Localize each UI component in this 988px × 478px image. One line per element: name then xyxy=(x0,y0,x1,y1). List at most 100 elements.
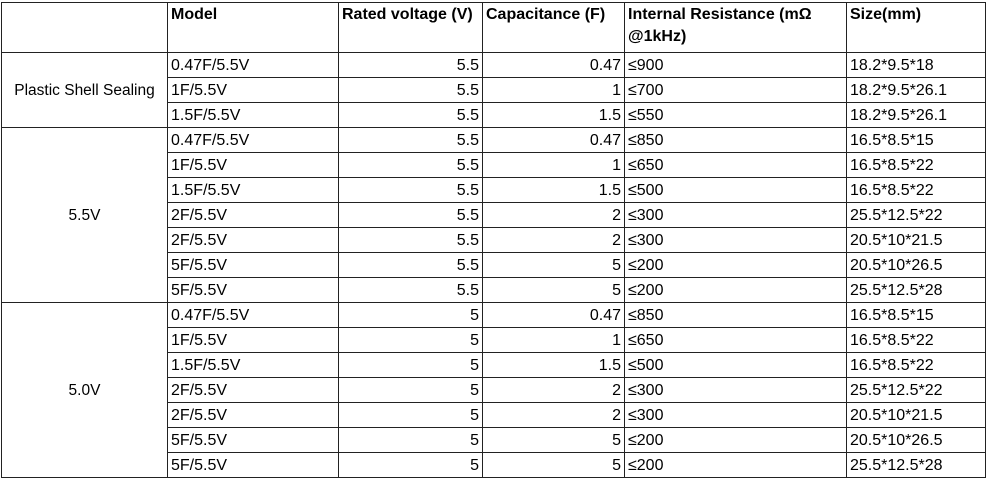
cell-voltage: 5.5 xyxy=(338,152,483,178)
cell-model: 0.47F/5.5V xyxy=(167,127,339,153)
table-row: 1F/5.5V 5.5 1 ≤650 16.5*8.5*22 xyxy=(2,152,986,178)
cell-voltage: 5.5 xyxy=(338,102,483,128)
cell-capacitance: 5 xyxy=(482,427,625,453)
cell-resistance: ≤200 xyxy=(624,452,847,478)
cell-resistance: ≤650 xyxy=(624,152,847,178)
cell-voltage: 5.5 xyxy=(338,252,483,278)
cell-resistance: ≤850 xyxy=(624,127,847,153)
cell-model: 0.47F/5.5V xyxy=(167,302,339,328)
cell-voltage: 5.5 xyxy=(338,52,483,78)
cell-resistance: ≤900 xyxy=(624,52,847,78)
cell-resistance: ≤300 xyxy=(624,402,847,428)
cell-model: 2F/5.5V xyxy=(167,202,339,228)
cell-size: 20.5*10*26.5 xyxy=(846,427,986,453)
cell-capacitance: 1 xyxy=(482,327,625,353)
cell-resistance: ≤200 xyxy=(624,277,847,303)
table-row: 5.0V 0.47F/5.5V 5 0.47 ≤850 16.5*8.5*15 xyxy=(1,302,986,478)
cell-model: 1F/5.5V xyxy=(167,327,339,353)
cell-model: 5F/5.5V xyxy=(167,252,339,278)
cell-model: 5F/5.5V xyxy=(167,427,339,453)
cell-capacitance: 1.5 xyxy=(482,177,625,203)
cell-resistance: ≤200 xyxy=(624,427,847,453)
cell-voltage: 5 xyxy=(338,452,483,478)
header-row: Model Rated voltage (V) Capacitance (F) … xyxy=(1,2,986,53)
cell-voltage: 5.5 xyxy=(338,127,483,153)
cell-capacitance: 5 xyxy=(482,252,625,278)
table-row: 1.5F/5.5V 5 1.5 ≤500 16.5*8.5*22 xyxy=(2,352,986,378)
table-row: 2F/5.5V 5 2 ≤300 25.5*12.5*22 xyxy=(2,377,986,403)
cell-size: 16.5*8.5*22 xyxy=(846,152,986,178)
cell-voltage: 5.5 xyxy=(338,177,483,203)
cell-model: 5F/5.5V xyxy=(167,452,339,478)
header-capacitance: Capacitance (F) xyxy=(482,2,625,53)
group-label: 5.5V xyxy=(1,127,168,303)
cell-resistance: ≤550 xyxy=(624,102,847,128)
cell-resistance: ≤500 xyxy=(624,177,847,203)
group-label: Plastic Shell Sealing xyxy=(1,52,168,128)
cell-voltage: 5 xyxy=(338,427,483,453)
cell-model: 1.5F/5.5V xyxy=(167,177,339,203)
header-resistance: Internal Resistance (mΩ @1kHz) xyxy=(624,2,847,53)
header-group xyxy=(1,2,168,53)
cell-size: 16.5*8.5*15 xyxy=(846,302,986,328)
cell-capacitance: 1.5 xyxy=(482,352,625,378)
table-row: 1.5F/5.5V 5.5 1.5 ≤550 18.2*9.5*26.1 xyxy=(2,102,986,128)
cell-size: 18.2*9.5*26.1 xyxy=(846,102,986,128)
cell-model: 2F/5.5V xyxy=(167,377,339,403)
cell-model: 5F/5.5V xyxy=(167,277,339,303)
header-voltage: Rated voltage (V) xyxy=(338,2,483,53)
cell-capacitance: 5 xyxy=(482,277,625,303)
table-row: 1F/5.5V 5 1 ≤650 16.5*8.5*22 xyxy=(2,327,986,353)
cell-size: 16.5*8.5*22 xyxy=(846,177,986,203)
cell-size: 20.5*10*21.5 xyxy=(846,402,986,428)
cell-model: 1.5F/5.5V xyxy=(167,102,339,128)
cell-size: 16.5*8.5*15 xyxy=(846,127,986,153)
cell-resistance: ≤650 xyxy=(624,327,847,353)
cell-capacitance: 2 xyxy=(482,227,625,253)
cell-resistance: ≤850 xyxy=(624,302,847,328)
table-row: 5F/5.5V 5 5 ≤200 20.5*10*26.5 xyxy=(2,427,986,453)
cell-size: 20.5*10*21.5 xyxy=(846,227,986,253)
table-row: 5F/5.5V 5 5 ≤200 25.5*12.5*28 xyxy=(2,452,986,478)
table-row: 1.5F/5.5V 5.5 1.5 ≤500 16.5*8.5*22 xyxy=(2,177,986,203)
cell-size: 16.5*8.5*22 xyxy=(846,352,986,378)
cell-voltage: 5 xyxy=(338,352,483,378)
table-row: 5F/5.5V 5.5 5 ≤200 25.5*12.5*28 xyxy=(2,277,986,303)
cell-capacitance: 2 xyxy=(482,202,625,228)
cell-resistance: ≤500 xyxy=(624,352,847,378)
cell-capacitance: 1 xyxy=(482,152,625,178)
cell-model: 1.5F/5.5V xyxy=(167,352,339,378)
cell-size: 20.5*10*26.5 xyxy=(846,252,986,278)
cell-voltage: 5.5 xyxy=(338,227,483,253)
table-row: Plastic Shell Sealing 0.47F/5.5V 5.5 0.47 ≤9… xyxy=(1,52,986,128)
cell-capacitance: 1.5 xyxy=(482,102,625,128)
cell-size: 25.5*12.5*28 xyxy=(846,277,986,303)
cell-model: 0.47F/5.5V xyxy=(167,52,339,78)
cell-voltage: 5 xyxy=(338,327,483,353)
cell-size: 25.5*12.5*28 xyxy=(846,452,986,478)
cell-model: 1F/5.5V xyxy=(167,77,339,103)
cell-capacitance: 2 xyxy=(482,377,625,403)
cell-size: 25.5*12.5*22 xyxy=(846,377,986,403)
header-size: Size(mm) xyxy=(846,2,986,53)
cell-model: 2F/5.5V xyxy=(167,402,339,428)
cell-resistance: ≤300 xyxy=(624,377,847,403)
table-row: 2F/5.5V 5.5 2 ≤300 20.5*10*21.5 xyxy=(2,227,986,253)
cell-capacitance: 0.47 xyxy=(482,302,625,328)
group-label: 5.0V xyxy=(1,302,168,478)
cell-model: 1F/5.5V xyxy=(167,152,339,178)
cell-size: 25.5*12.5*22 xyxy=(846,202,986,228)
header-model: Model xyxy=(167,2,339,53)
cell-model: 2F/5.5V xyxy=(167,227,339,253)
cell-resistance: ≤700 xyxy=(624,77,847,103)
cell-voltage: 5 xyxy=(338,377,483,403)
cell-capacitance: 5 xyxy=(482,452,625,478)
cell-size: 16.5*8.5*22 xyxy=(846,327,986,353)
table-row: 5.5V 0.47F/5.5V 5.5 0.47 ≤850 16.5*8.5*15 xyxy=(1,127,986,303)
cell-size: 18.2*9.5*26.1 xyxy=(846,77,986,103)
cell-voltage: 5.5 xyxy=(338,277,483,303)
cell-capacitance: 0.47 xyxy=(482,52,625,78)
cell-voltage: 5.5 xyxy=(338,202,483,228)
cell-voltage: 5 xyxy=(338,302,483,328)
